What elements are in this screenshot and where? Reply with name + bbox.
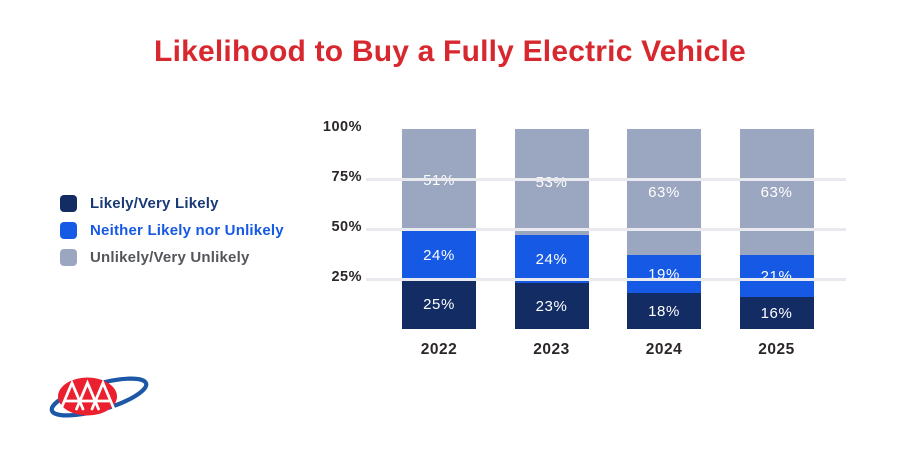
gridline-75 [366, 177, 846, 181]
legend-item-1: Neither Likely nor Unlikely [60, 217, 284, 244]
bar-value-label: 63% [760, 183, 793, 201]
bar-value-label: 23% [535, 297, 568, 315]
logo-letters [59, 379, 116, 411]
x-label-2025: 2025 [758, 341, 795, 358]
bar-value-label: 25% [423, 295, 455, 313]
bar-segment-2022: 25% [402, 279, 476, 329]
bar-segment-2024: 63% [627, 129, 701, 255]
bar-value-label: 63% [648, 183, 680, 201]
bar-value-label: 21% [760, 267, 793, 285]
bar-value-label: 24% [535, 250, 568, 268]
legend-item-0: Likely/Very Likely [60, 190, 284, 217]
y-tick-100: 100% [322, 119, 362, 135]
gridline-25 [366, 277, 846, 281]
legend-swatch-icon [60, 249, 77, 266]
legend-label: Unlikely/Very Unlikely [90, 249, 250, 266]
bar-segment-2022: 24% [402, 231, 476, 279]
legend: Likely/Very Likely Neither Likely nor Unl… [60, 190, 284, 271]
legend-swatch-icon [60, 195, 77, 212]
bar-segment-2023: 23% [514, 283, 589, 329]
bar-segment-2023: 24% [514, 235, 589, 283]
bar-segment-2025: 16% [739, 297, 814, 329]
bar-value-label: 24% [423, 246, 455, 264]
x-label-2023: 2023 [533, 341, 570, 358]
bar-segment-2023: 53% [514, 129, 589, 235]
legend-label: Likely/Very Likely [90, 195, 219, 212]
bar-segment-2024: 18% [627, 293, 701, 329]
legend-item-2: Unlikely/Very Unlikely [60, 244, 284, 271]
legend-label: Neither Likely nor Unlikely [90, 222, 284, 239]
aaa-logo [49, 376, 149, 418]
bar-value-label: 53% [535, 173, 568, 191]
bar-segment-2024: 19% [627, 255, 701, 293]
x-label-2024: 2024 [645, 341, 683, 358]
bar-segment-2025: 63% [739, 129, 814, 255]
x-label-2022: 2022 [420, 341, 458, 358]
y-tick-50: 50% [331, 219, 362, 235]
bar-value-label: 18% [648, 302, 680, 320]
y-tick-75: 75% [331, 169, 362, 185]
y-tick-25: 25% [331, 269, 362, 285]
bar-segment-2025: 21% [739, 255, 814, 297]
gridline-50 [366, 227, 846, 231]
chart-title: Likelihood to Buy a Fully Electric Vehic… [154, 35, 746, 68]
bar-value-label: 16% [760, 304, 793, 322]
legend-swatch-icon [60, 222, 77, 239]
